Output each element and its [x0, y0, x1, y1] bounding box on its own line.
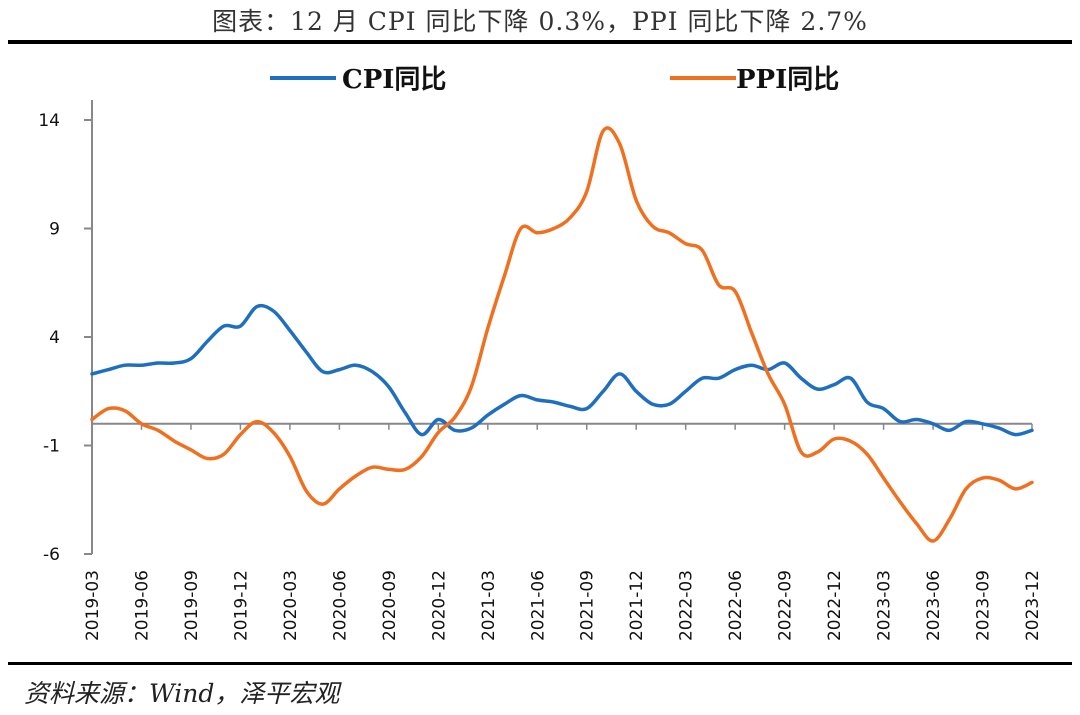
top-rule	[8, 40, 1072, 44]
y-tick-label: -6	[43, 545, 60, 565]
x-tick-label: 2020-06	[330, 570, 350, 641]
x-tick-label: 2022-09	[776, 570, 796, 641]
x-tick-label: 2019-06	[132, 570, 152, 641]
source-note: 资料来源：Wind，泽平宏观	[24, 679, 340, 708]
chart-axes: 14 9 4 -1 -6 2019-03 2019-06 2019-09 2019-12 2020…	[38, 100, 1043, 641]
x-tick-label: 2019-09	[182, 570, 202, 641]
chart-legend: CPI同比 PPI同比	[270, 65, 839, 95]
cpi-series-line	[90, 303, 1034, 437]
y-tick-label: 4	[49, 328, 60, 348]
x-tick-label: 2020-09	[380, 570, 400, 641]
x-tick-label: 2022-12	[825, 570, 845, 641]
x-tick-label: 2023-12	[1023, 570, 1043, 641]
x-tick-label: 2020-12	[429, 570, 449, 641]
x-tick-label: 2023-06	[924, 570, 944, 641]
legend-cpi-label: CPI同比	[342, 65, 446, 95]
x-tick-label: 2023-03	[875, 570, 895, 641]
y-tick-label: 9	[49, 220, 60, 240]
x-tick-label: 2020-03	[281, 570, 301, 641]
x-tick-label: 2021-09	[578, 570, 598, 641]
chart-title: 图表：12 月 CPI 同比下降 0.3%，PPI 同比下降 2.7%	[212, 7, 868, 36]
x-tick-label: 2019-12	[231, 570, 251, 641]
x-tick-label: 2021-06	[528, 570, 548, 641]
legend-ppi-label: PPI同比	[736, 65, 839, 95]
x-tick-label: 2019-03	[83, 570, 103, 641]
x-tick-label: 2021-03	[479, 570, 499, 641]
y-tick-label: 14	[38, 111, 60, 131]
x-tick-label: 2022-06	[726, 570, 746, 641]
ppi-series-line	[90, 126, 1034, 543]
x-tick-label: 2021-12	[627, 570, 647, 641]
chart-series	[90, 126, 1034, 543]
bottom-rule	[8, 662, 1072, 665]
x-tick-label: 2022-03	[677, 570, 697, 641]
y-tick-label: -1	[43, 437, 60, 457]
x-tick-label: 2023-09	[974, 570, 994, 641]
